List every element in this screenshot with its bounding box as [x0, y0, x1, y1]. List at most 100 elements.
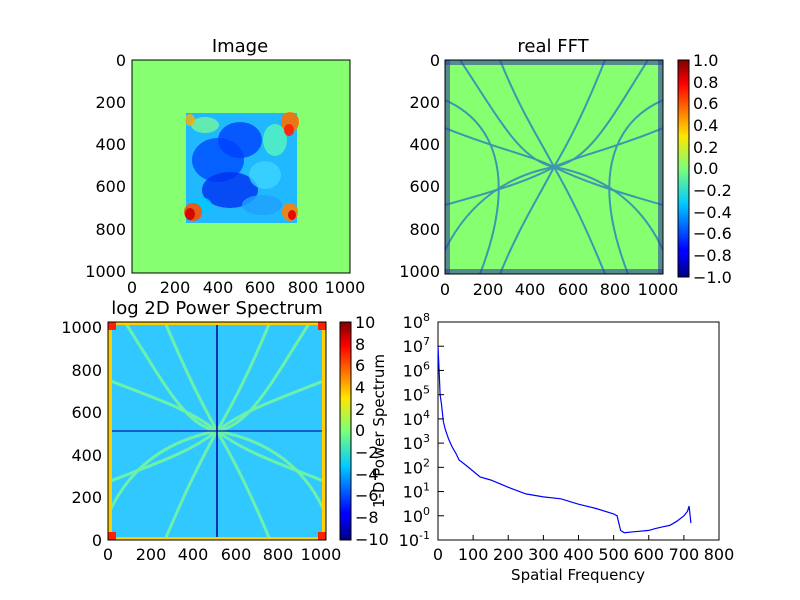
colorbar-tick-label: 4 — [355, 378, 365, 397]
power-spectrum-x-axis: 0 200 400 600 800 1000 — [103, 545, 341, 564]
power-spectrum-content — [108, 322, 326, 540]
fft-content — [445, 60, 663, 274]
x-tick-label: 1000 — [301, 545, 342, 564]
fft-y-axis: 0 200 400 600 800 1000 — [399, 51, 440, 281]
spectrum-1d-plot-area — [437, 321, 720, 541]
x-tick-label: 0 — [127, 278, 137, 297]
image-title: Image — [212, 36, 268, 57]
y-tick-label: 0 — [92, 531, 102, 550]
y-tick-label: 1000 — [61, 318, 102, 337]
colorbar-tick-label: 10 — [355, 313, 375, 332]
y-tick-label: 200 — [409, 93, 440, 112]
y-tick-label: 104 — [403, 408, 430, 429]
colorbar-tick-label: −2 — [355, 443, 379, 462]
power-spectrum-title: log 2D Power Spectrum — [111, 298, 323, 319]
x-tick-label: 200 — [473, 280, 504, 299]
fft-frame — [444, 59, 664, 275]
x-tick-label: 200 — [160, 278, 191, 297]
x-tick-label: 0 — [440, 280, 450, 299]
image-x-axis: 0 200 400 600 800 1000 — [127, 278, 365, 297]
y-tick-label: 0 — [116, 51, 126, 70]
colorbar-tick-label: −10 — [355, 530, 389, 549]
x-tick-label: 400 — [178, 545, 209, 564]
x-tick-label: 400 — [203, 278, 234, 297]
x-tick-label: 0 — [103, 545, 113, 564]
colorbar-tick-label: 6 — [355, 356, 365, 375]
x-tick-label: 600 — [245, 278, 276, 297]
y-tick-label: 800 — [409, 220, 440, 239]
x-tick-label: 800 — [600, 280, 631, 299]
colorbar-tick-label: 0.2 — [693, 138, 718, 157]
image-y-axis: 0 200 400 600 800 1000 — [85, 51, 126, 281]
y-tick-label: 600 — [409, 177, 440, 196]
fft-colorbar-gradient — [677, 59, 690, 278]
colorbar-tick-label: 1.0 — [693, 51, 718, 70]
y-tick-label: 105 — [403, 384, 430, 405]
colorbar-tick-label: −6 — [355, 486, 379, 505]
colorbar-tick-label: 0.8 — [693, 73, 718, 92]
x-axis-label: Spatial Frequency — [511, 566, 645, 584]
x-tick-label: 400 — [563, 545, 594, 564]
x-tick-label: 400 — [515, 280, 546, 299]
y-tick-label: 1000 — [399, 262, 440, 281]
y-tick-label: 1000 — [85, 262, 126, 281]
y-tick-label: 200 — [71, 488, 102, 507]
y-tick-label: 0 — [430, 51, 440, 70]
colorbar-tick-label: −4 — [355, 465, 379, 484]
x-tick-label: 500 — [598, 545, 629, 564]
colorbar-tick-label: −0.4 — [693, 203, 732, 222]
x-tick-label: 200 — [136, 545, 167, 564]
x-tick-label: 600 — [558, 280, 589, 299]
x-tick-label: 800 — [704, 545, 735, 564]
y-tick-label: 101 — [403, 481, 430, 502]
fft-x-axis: 0 200 400 600 800 1000 — [440, 280, 678, 299]
y-tick-label: 400 — [409, 135, 440, 154]
spectrum-1d-x-axis: 0 100 200 300 400 500 600 700 800 — [433, 535, 734, 564]
y-tick-label: 400 — [71, 446, 102, 465]
y-tick-label: 400 — [95, 135, 126, 154]
colorbar-tick-label: −0.8 — [693, 246, 732, 265]
y-tick-label: 600 — [95, 177, 126, 196]
power-spectrum-colorbar-gradient — [339, 321, 352, 541]
spectrum-1d-panel: 0 100 200 300 400 500 600 700 800 10-1 100 101 102 1… — [370, 311, 734, 584]
spectrum-1d-y-axis: 10-1 100 101 102 103 104 105 106 107 108 — [399, 311, 444, 550]
colorbar-tick-label: 2 — [355, 400, 365, 419]
fft-colorbar: 1.0 0.8 0.6 0.4 0.2 0.0 −0.2 −0.4 −0.6 −… — [677, 51, 732, 287]
power-spectrum-panel: log 2D Power Spectrum 0 2 — [61, 298, 388, 564]
image-frame — [131, 59, 351, 274]
colorbar-tick-label: −8 — [355, 508, 379, 527]
x-tick-label: 600 — [221, 545, 252, 564]
colorbar-tick-label: 8 — [355, 335, 365, 354]
y-tick-label: 800 — [95, 220, 126, 239]
fft-title: real FFT — [517, 36, 589, 57]
y-tick-label: 106 — [403, 359, 430, 380]
x-tick-label: 600 — [633, 545, 664, 564]
y-tick-label: 102 — [403, 456, 430, 477]
y-axis-label: 1-D Power Spectrum — [370, 354, 388, 508]
x-tick-label: 700 — [669, 545, 700, 564]
colorbar-tick-label: 0.4 — [693, 116, 718, 135]
x-tick-label: 200 — [493, 545, 524, 564]
colorbar-tick-label: −0.2 — [693, 181, 732, 200]
y-tick-label: 100 — [403, 505, 430, 526]
power-spectrum-y-axis: 0 200 400 600 800 1000 — [61, 318, 102, 550]
x-tick-label: 1000 — [638, 280, 679, 299]
y-tick-label: 800 — [71, 361, 102, 380]
y-tick-label: 108 — [403, 311, 430, 332]
power-spectrum-colorbar: 10 8 6 4 2 0 −2 −4 −6 −8 −10 — [339, 313, 389, 549]
x-tick-label: 300 — [528, 545, 559, 564]
x-tick-label: 1000 — [325, 278, 366, 297]
series-line — [437, 346, 692, 534]
y-tick-label: 103 — [403, 432, 430, 453]
x-tick-label: 800 — [288, 278, 319, 297]
image-content — [184, 112, 299, 223]
image-panel: Image 0 200 400 600 800 100 — [85, 36, 365, 297]
y-tick-label: 107 — [403, 335, 430, 356]
colorbar-tick-label: −1.0 — [693, 268, 732, 287]
y-tick-label: 10-1 — [399, 529, 430, 550]
fft-panel: real FFT 0 200 400 600 800 — [399, 36, 732, 299]
x-tick-label: 0 — [433, 545, 443, 564]
y-tick-label: 600 — [71, 403, 102, 422]
colorbar-tick-label: 0 — [355, 421, 365, 440]
